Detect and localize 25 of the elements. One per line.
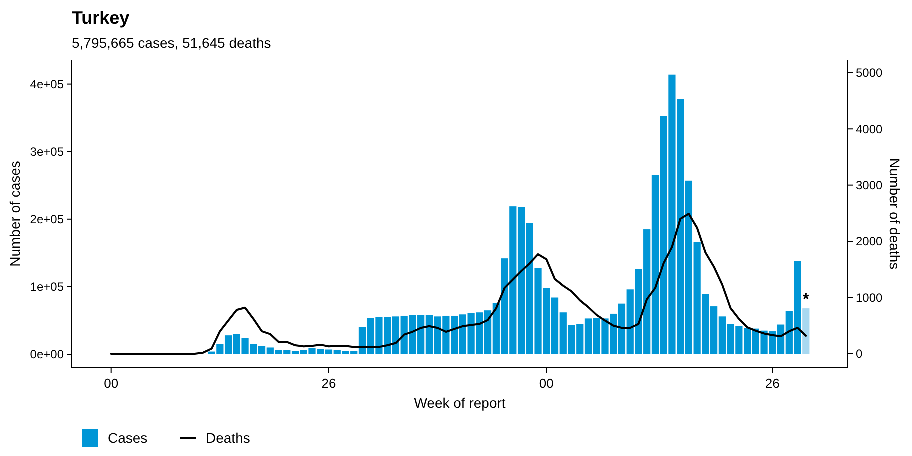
y2-tick-label: 3000 bbox=[856, 178, 884, 193]
y2-tick-label: 2000 bbox=[856, 234, 884, 249]
x-axis-title: Week of report bbox=[414, 395, 506, 411]
y2-axis-title: Number of deaths bbox=[887, 158, 903, 270]
y2-tick-label: 5000 bbox=[856, 66, 884, 80]
annotation: * bbox=[803, 292, 810, 309]
chart-subtitle: 5,795,665 cases, 51,645 deaths bbox=[72, 35, 272, 51]
legend-label: Deaths bbox=[206, 430, 250, 446]
line-series bbox=[110, 213, 808, 355]
y2-tick-label: 0 bbox=[856, 347, 863, 362]
x-tick-label: 26 bbox=[322, 376, 336, 391]
y-tick-label: 0e+00 bbox=[30, 348, 64, 362]
y-tick-label: 4e+05 bbox=[30, 78, 64, 92]
y-tick-label: 2e+05 bbox=[30, 212, 64, 227]
chart-title: Turkey bbox=[72, 8, 130, 28]
y2-tick-label: 4000 bbox=[856, 122, 884, 136]
legend-label: Cases bbox=[108, 430, 148, 446]
x-tick-label: 00 bbox=[104, 376, 119, 391]
x-tick-label: 00 bbox=[539, 376, 554, 391]
x-tick-label: 26 bbox=[765, 376, 780, 391]
bar bbox=[802, 308, 810, 354]
y-tick-label: 1e+05 bbox=[30, 280, 64, 294]
y-axis-title: Number of cases bbox=[7, 161, 23, 267]
y2-tick-label: 1000 bbox=[856, 290, 884, 305]
y-tick-label: 3e+05 bbox=[30, 145, 64, 160]
